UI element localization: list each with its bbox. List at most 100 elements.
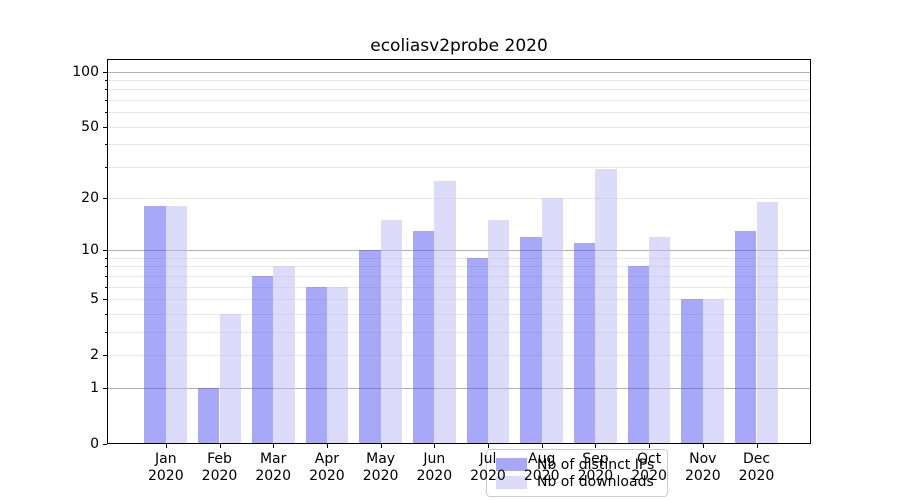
x-tick-year: 2020 bbox=[255, 468, 291, 484]
x-tick-mark bbox=[326, 444, 328, 448]
y-minor-tick-mark bbox=[105, 313, 107, 315]
x-tick-mark bbox=[380, 444, 382, 448]
x-tick-year: 2020 bbox=[684, 468, 721, 484]
gridline-minor bbox=[108, 100, 810, 101]
x-tick-mark bbox=[219, 444, 221, 448]
gridline-minor bbox=[108, 80, 810, 81]
bar bbox=[305, 286, 327, 443]
x-tick-month: Jul bbox=[479, 451, 497, 467]
y-tick-label: 10 bbox=[81, 242, 99, 259]
y-tick-label: 20 bbox=[81, 190, 99, 207]
bar bbox=[273, 266, 295, 443]
x-tick-year: 2020 bbox=[631, 468, 667, 484]
legend-label-distinct-ips: Nb of distinct IPs bbox=[537, 456, 655, 473]
bar bbox=[165, 206, 188, 443]
y-tick-mark bbox=[103, 250, 107, 252]
y-minor-tick-mark bbox=[105, 100, 107, 101]
gridline-minor bbox=[108, 299, 810, 301]
bar bbox=[412, 230, 435, 443]
gridline-minor bbox=[108, 126, 810, 128]
gridline-minor bbox=[108, 275, 810, 277]
y-tick-mark bbox=[103, 387, 107, 389]
y-tick-label: 50 bbox=[81, 118, 99, 135]
x-tick-label: Sep 2020 bbox=[568, 451, 622, 485]
x-tick-mark bbox=[756, 444, 758, 448]
y-tick-mark bbox=[103, 71, 107, 73]
bar bbox=[574, 243, 596, 443]
y-minor-tick-mark bbox=[105, 144, 107, 146]
gridline-major bbox=[108, 71, 810, 73]
bar bbox=[595, 169, 617, 443]
gridline-minor bbox=[108, 313, 810, 315]
x-tick-year: 2020 bbox=[147, 468, 184, 484]
x-tick-year: 2020 bbox=[201, 468, 238, 484]
x-tick-month: Sep bbox=[582, 451, 609, 467]
bar bbox=[380, 220, 402, 443]
y-tick-label: 0 bbox=[90, 435, 99, 452]
x-tick-year: 2020 bbox=[416, 468, 453, 484]
gridline-minor bbox=[108, 266, 810, 268]
x-tick-label: May 2020 bbox=[354, 451, 408, 485]
gridline-minor bbox=[108, 112, 810, 114]
x-tick-year: 2020 bbox=[470, 468, 506, 484]
legend: Nb of distinct IPs Nb of downloads bbox=[486, 449, 668, 497]
legend-item-distinct-ips: Nb of distinct IPs bbox=[496, 456, 658, 474]
bar bbox=[326, 286, 349, 443]
bar bbox=[649, 236, 671, 443]
x-tick-year: 2020 bbox=[523, 468, 560, 484]
bar bbox=[520, 236, 542, 443]
gridline-minor bbox=[108, 89, 810, 91]
x-tick-mark bbox=[434, 444, 436, 448]
gridline-minor bbox=[108, 331, 810, 333]
legend-item-downloads: Nb of downloads bbox=[496, 474, 658, 492]
chart-title: ecoliasv2probe 2020 bbox=[370, 36, 548, 56]
y-tick-label: 2 bbox=[90, 347, 99, 364]
y-minor-tick-mark bbox=[105, 80, 107, 81]
bar bbox=[251, 275, 274, 443]
y-tick-mark bbox=[103, 198, 107, 200]
y-tick-label: 5 bbox=[90, 291, 99, 308]
gridline-major bbox=[108, 250, 810, 252]
x-tick-label: Aug 2020 bbox=[515, 451, 569, 485]
x-tick-label: Jul 2020 bbox=[461, 451, 515, 485]
x-tick-mark bbox=[488, 444, 489, 448]
bar bbox=[144, 206, 166, 443]
y-minor-tick-mark bbox=[105, 112, 107, 114]
x-tick-month: Nov bbox=[689, 451, 717, 467]
x-tick-mark bbox=[165, 444, 167, 448]
bar bbox=[702, 299, 725, 443]
gridline-minor bbox=[108, 355, 810, 357]
x-tick-label: Nov 2020 bbox=[676, 451, 730, 485]
x-tick-month: Mar bbox=[259, 451, 287, 467]
bar bbox=[627, 266, 650, 443]
x-tick-mark bbox=[702, 444, 704, 448]
legend-label-downloads: Nb of downloads bbox=[537, 474, 654, 491]
y-tick-mark bbox=[103, 126, 107, 128]
bar bbox=[434, 180, 456, 443]
x-tick-year: 2020 bbox=[309, 468, 345, 484]
y-minor-tick-mark bbox=[105, 166, 107, 168]
y-tick-label: 1 bbox=[90, 379, 99, 396]
y-minor-tick-mark bbox=[105, 275, 107, 277]
x-tick-label: Feb 2020 bbox=[193, 451, 247, 485]
bar bbox=[541, 198, 564, 443]
y-minor-tick-mark bbox=[105, 266, 107, 268]
x-tick-mark bbox=[273, 444, 275, 448]
x-tick-mark bbox=[649, 444, 651, 448]
bar bbox=[198, 387, 220, 443]
gridline-minor bbox=[108, 144, 810, 146]
x-tick-label: Apr 2020 bbox=[300, 451, 354, 485]
bar bbox=[359, 250, 381, 443]
bar bbox=[756, 202, 778, 443]
y-minor-tick-mark bbox=[105, 331, 107, 333]
y-tick-label: 100 bbox=[72, 63, 99, 80]
gridline-major bbox=[108, 387, 810, 389]
x-tick-month: May bbox=[366, 451, 396, 467]
bar bbox=[488, 220, 510, 443]
plot-area: Nb of distinct IPs Nb of downloads bbox=[107, 59, 811, 497]
legend-swatch-distinct-ips bbox=[496, 458, 527, 472]
x-tick-month: Jun bbox=[423, 451, 446, 467]
bar bbox=[219, 313, 241, 443]
legend-swatch-downloads bbox=[496, 475, 527, 489]
